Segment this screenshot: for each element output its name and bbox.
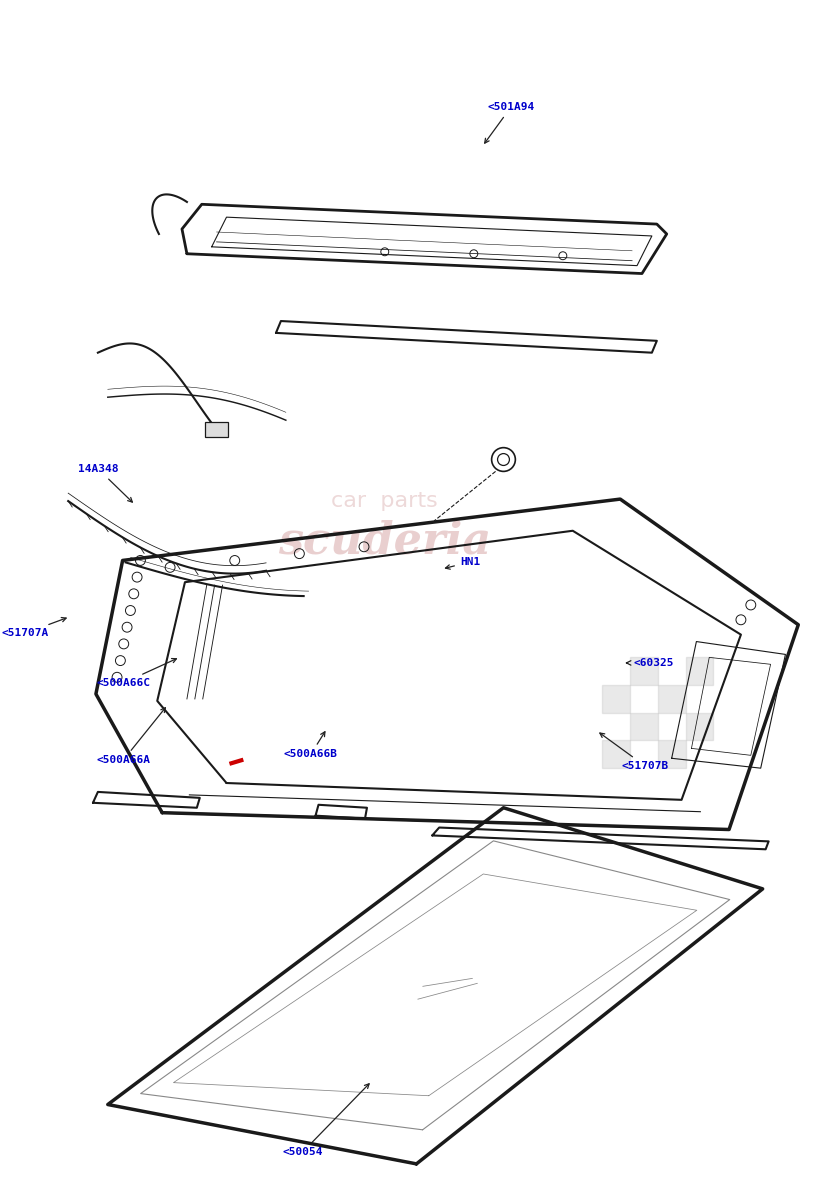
FancyBboxPatch shape bbox=[205, 421, 229, 437]
Text: <500A66C: <500A66C bbox=[97, 659, 177, 688]
Text: <51707B: <51707B bbox=[600, 733, 669, 772]
Text: <51707A: <51707A bbox=[2, 618, 66, 638]
Text: <501A94: <501A94 bbox=[484, 102, 535, 143]
Text: <500A66A: <500A66A bbox=[97, 708, 165, 766]
Bar bbox=[658, 685, 686, 713]
Bar bbox=[602, 740, 630, 768]
Text: HN1: HN1 bbox=[446, 557, 480, 569]
Bar bbox=[658, 740, 686, 768]
Text: car  parts: car parts bbox=[332, 491, 438, 511]
Bar bbox=[602, 685, 630, 713]
Text: <500A66B: <500A66B bbox=[284, 732, 337, 760]
Bar bbox=[686, 713, 714, 740]
Bar bbox=[630, 713, 658, 740]
Text: scuderia: scuderia bbox=[278, 520, 492, 562]
Text: <60325: <60325 bbox=[626, 658, 674, 668]
Bar bbox=[686, 658, 714, 685]
Text: 14A348: 14A348 bbox=[78, 464, 132, 502]
Bar bbox=[630, 658, 658, 685]
Text: <50054: <50054 bbox=[282, 1084, 369, 1157]
